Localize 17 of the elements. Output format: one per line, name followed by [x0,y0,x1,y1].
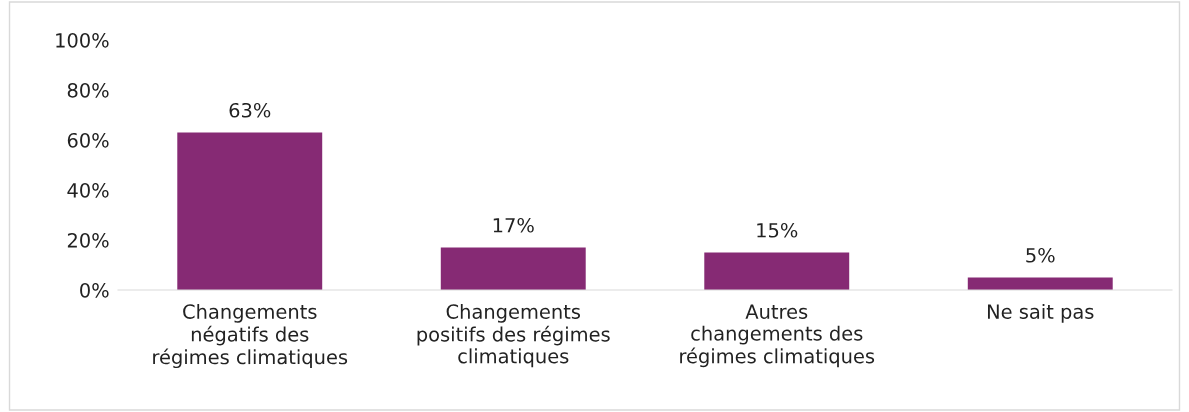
x-tick-label: Ne sait pas [987,303,1094,323]
data-label: 15% [757,222,798,238]
y-tick-label: 60% [67,132,109,148]
x-tick-label: Changements négatifs des régimes climatiques [153,303,348,369]
y-tick-label: 100% [56,32,109,48]
data-label: 17% [493,217,534,233]
y-tick-label: 40% [67,182,109,198]
bar [704,252,850,290]
x-tick-label: Autres changements des régimes climatiques [680,304,875,368]
bar [440,247,586,290]
y-tick-label: 20% [67,232,109,248]
y-tick-label: 0% [80,282,109,298]
x-tick-label: Changements positifs des régimes climatiques [417,303,610,368]
data-label: 5% [1026,247,1055,263]
data-label: 63% [229,102,271,118]
bar [177,132,323,290]
y-tick-label: 80% [67,82,109,98]
